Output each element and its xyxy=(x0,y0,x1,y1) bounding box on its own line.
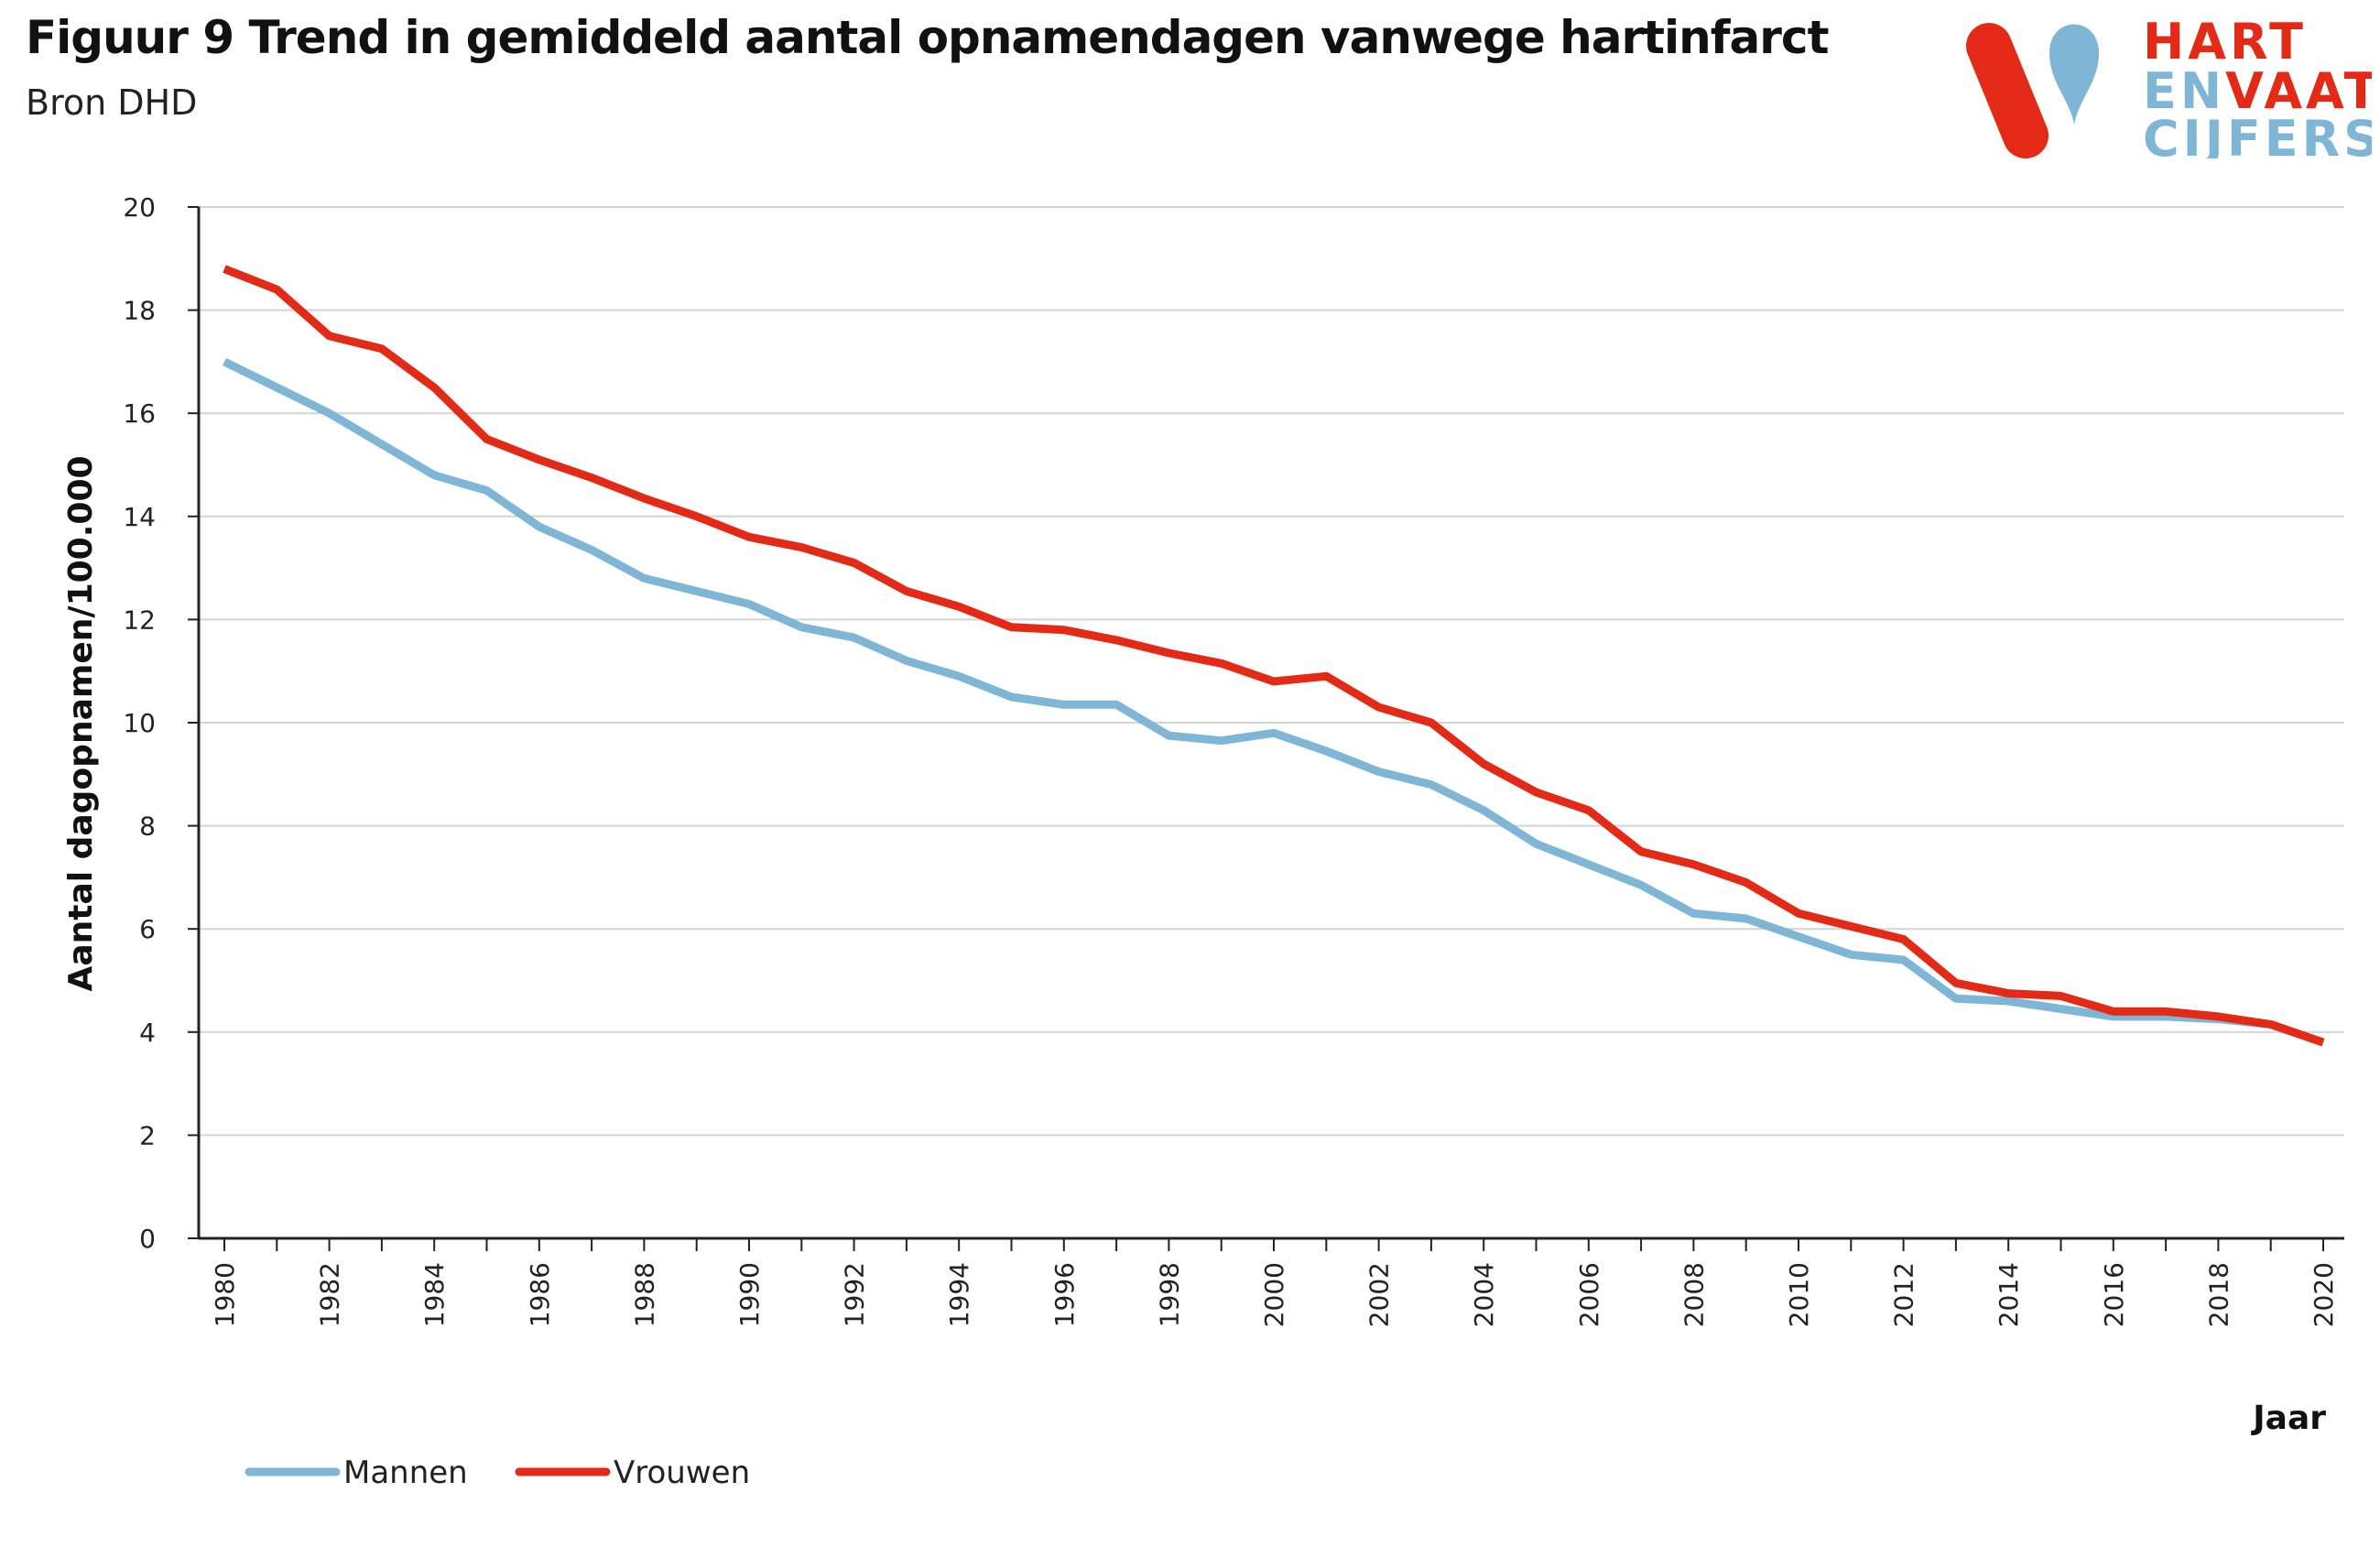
logo-text-line2: ENVAAT xyxy=(2143,62,2372,120)
x-tick-label: 1994 xyxy=(944,1262,974,1327)
x-tick-label: 1980 xyxy=(210,1262,240,1327)
legend-label-mannen: Mannen xyxy=(343,1454,468,1491)
y-tick-label: 14 xyxy=(123,502,156,532)
y-tick-label: 18 xyxy=(123,296,156,326)
logo-text-vaat: VAAT xyxy=(2225,62,2372,120)
x-tick-label: 2008 xyxy=(1679,1262,1709,1327)
series-line-mannen xyxy=(223,357,2325,1047)
y-axis-title: Aantal dagopnamen/100.000 xyxy=(62,455,100,991)
x-tick-label: 2004 xyxy=(1469,1262,1499,1327)
logo-text-cijfers: CIJFERS xyxy=(2143,110,2372,158)
hart-en-vaat-cijfers-logo: HART ENVAAT CIJFERS xyxy=(1966,13,2372,158)
gridlines xyxy=(199,206,2344,1137)
x-tick-label: 1992 xyxy=(840,1262,870,1327)
chart-title: Figuur 9 Trend in gemiddeld aantal opnam… xyxy=(26,11,1829,64)
x-tick-label: 1986 xyxy=(525,1262,555,1327)
logo-text-en: EN xyxy=(2143,62,2225,120)
y-tick-label: 12 xyxy=(123,605,156,635)
y-tick-label: 6 xyxy=(139,914,156,944)
x-tick-label: 2020 xyxy=(2309,1262,2339,1327)
y-tick-label: 8 xyxy=(139,812,156,842)
x-tick-label: 1996 xyxy=(1049,1262,1080,1327)
logo-mark-icon xyxy=(1966,23,2099,158)
x-axis-ticks: 1980 1982 1984 1986 1988 1990 1992 1994 1996 1998… xyxy=(210,1238,2339,1327)
x-tick-label: 2002 xyxy=(1364,1262,1395,1327)
series-line-vrouwen xyxy=(223,265,2325,1047)
y-tick-label: 20 xyxy=(123,192,156,223)
chart-source: Bron DHD xyxy=(26,82,198,123)
axes xyxy=(197,207,2344,1240)
y-tick-label: 16 xyxy=(123,398,156,429)
x-tick-label: 2010 xyxy=(1784,1262,1814,1327)
y-tick-label: 4 xyxy=(139,1018,156,1048)
x-tick-label: 1990 xyxy=(734,1262,765,1327)
x-tick-label: 2006 xyxy=(1574,1262,1604,1327)
logo-text-hart: HART xyxy=(2143,13,2307,71)
legend-label-vrouwen: Vrouwen xyxy=(614,1454,750,1491)
legend: Mannen Vrouwen xyxy=(245,1454,750,1491)
x-tick-label: 1988 xyxy=(629,1262,659,1327)
x-tick-label: 2014 xyxy=(1994,1262,2024,1327)
x-tick-label: 2018 xyxy=(2203,1262,2233,1327)
y-tick-label: 0 xyxy=(139,1224,156,1254)
x-tick-label: 2012 xyxy=(1889,1262,1919,1327)
x-axis-title: Jaar xyxy=(2250,1400,2326,1437)
x-tick-label: 2016 xyxy=(2099,1262,2129,1327)
y-tick-label: 10 xyxy=(123,708,156,738)
x-tick-label: 1982 xyxy=(315,1262,345,1327)
x-tick-label: 1984 xyxy=(419,1262,450,1327)
y-axis-ticks: 0 2 4 6 8 10 12 14 16 18 20 xyxy=(123,192,199,1254)
y-tick-label: 2 xyxy=(139,1120,156,1150)
x-tick-label: 2000 xyxy=(1259,1262,1289,1327)
series-lines xyxy=(223,265,2325,1047)
x-tick-label: 1998 xyxy=(1154,1262,1184,1327)
